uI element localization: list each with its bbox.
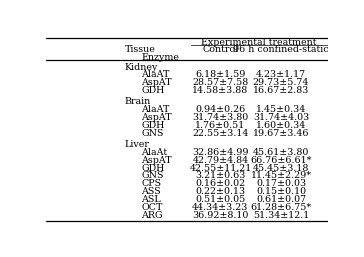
Text: 44.34±3.23: 44.34±3.23: [192, 203, 249, 212]
Text: 28.57±7.58: 28.57±7.58: [192, 78, 249, 87]
Text: 4.23±1.17: 4.23±1.17: [256, 70, 306, 79]
Text: Tissue: Tissue: [124, 45, 155, 54]
Text: 51.34±12.1: 51.34±12.1: [253, 211, 309, 220]
Text: 0.51±0.05: 0.51±0.05: [195, 195, 246, 204]
Text: 31.74±4.03: 31.74±4.03: [253, 113, 309, 122]
Text: 0.16±0.02: 0.16±0.02: [195, 179, 245, 188]
Text: CPS: CPS: [142, 179, 162, 188]
Text: AlaAt: AlaAt: [142, 148, 167, 157]
Text: Kidney: Kidney: [124, 63, 158, 72]
Text: GDH: GDH: [142, 121, 165, 130]
Text: AspAT: AspAT: [142, 78, 172, 87]
Text: 32.86±4.99: 32.86±4.99: [192, 148, 249, 157]
Text: 61.28±6.75*: 61.28±6.75*: [250, 203, 312, 212]
Text: ARG: ARG: [142, 211, 163, 220]
Text: 1.60±0.34: 1.60±0.34: [256, 121, 306, 130]
Text: Liver: Liver: [124, 140, 149, 149]
Text: 42.79±4.84: 42.79±4.84: [192, 156, 249, 165]
Text: 11.45±2.29*: 11.45±2.29*: [250, 171, 312, 180]
Text: OCT: OCT: [142, 203, 163, 212]
Text: 96 h confined-static: 96 h confined-static: [233, 45, 329, 54]
Text: 0.61±0.07: 0.61±0.07: [256, 195, 306, 204]
Text: Control: Control: [202, 45, 238, 54]
Text: GDH: GDH: [142, 164, 165, 173]
Text: 19.67±3.46: 19.67±3.46: [253, 129, 309, 138]
Text: 0.17±0.03: 0.17±0.03: [256, 179, 306, 188]
Text: 31.74±3.80: 31.74±3.80: [192, 113, 249, 122]
Text: 45.45±3.18: 45.45±3.18: [253, 164, 309, 173]
Text: GNS: GNS: [142, 129, 164, 138]
Text: 3.21±0.63: 3.21±0.63: [195, 171, 246, 180]
Text: 14.58±3.88: 14.58±3.88: [192, 86, 249, 95]
Text: 22.55±3.14: 22.55±3.14: [192, 129, 249, 138]
Text: 16.67±2.83: 16.67±2.83: [253, 86, 309, 95]
Text: 0.15±0.10: 0.15±0.10: [256, 187, 306, 196]
Text: GNS: GNS: [142, 171, 164, 180]
Text: 0.22±0.13: 0.22±0.13: [195, 187, 245, 196]
Text: Experimental treatment: Experimental treatment: [201, 38, 317, 47]
Text: Enzyme: Enzyme: [142, 53, 179, 62]
Text: 0.94±0.26: 0.94±0.26: [195, 105, 246, 114]
Text: 42.55±11.21: 42.55±11.21: [189, 164, 252, 173]
Text: 1.76±0.51: 1.76±0.51: [195, 121, 246, 130]
Text: AlaAT: AlaAT: [142, 105, 170, 114]
Text: AspAT: AspAT: [142, 113, 172, 122]
Text: ASS: ASS: [142, 187, 161, 196]
Text: Brain: Brain: [124, 97, 151, 106]
Text: AspAT: AspAT: [142, 156, 172, 165]
Text: 36.92±8.10: 36.92±8.10: [192, 211, 249, 220]
Text: 1.45±0.34: 1.45±0.34: [256, 105, 306, 114]
Text: 29.73±5.74: 29.73±5.74: [253, 78, 309, 87]
Text: GDH: GDH: [142, 86, 165, 95]
Text: 45.61±3.80: 45.61±3.80: [253, 148, 309, 157]
Text: AlaAT: AlaAT: [142, 70, 170, 79]
Text: 6.18±1.59: 6.18±1.59: [195, 70, 246, 79]
Text: ASL: ASL: [142, 195, 161, 204]
Text: 66.76±6.61*: 66.76±6.61*: [250, 156, 312, 165]
